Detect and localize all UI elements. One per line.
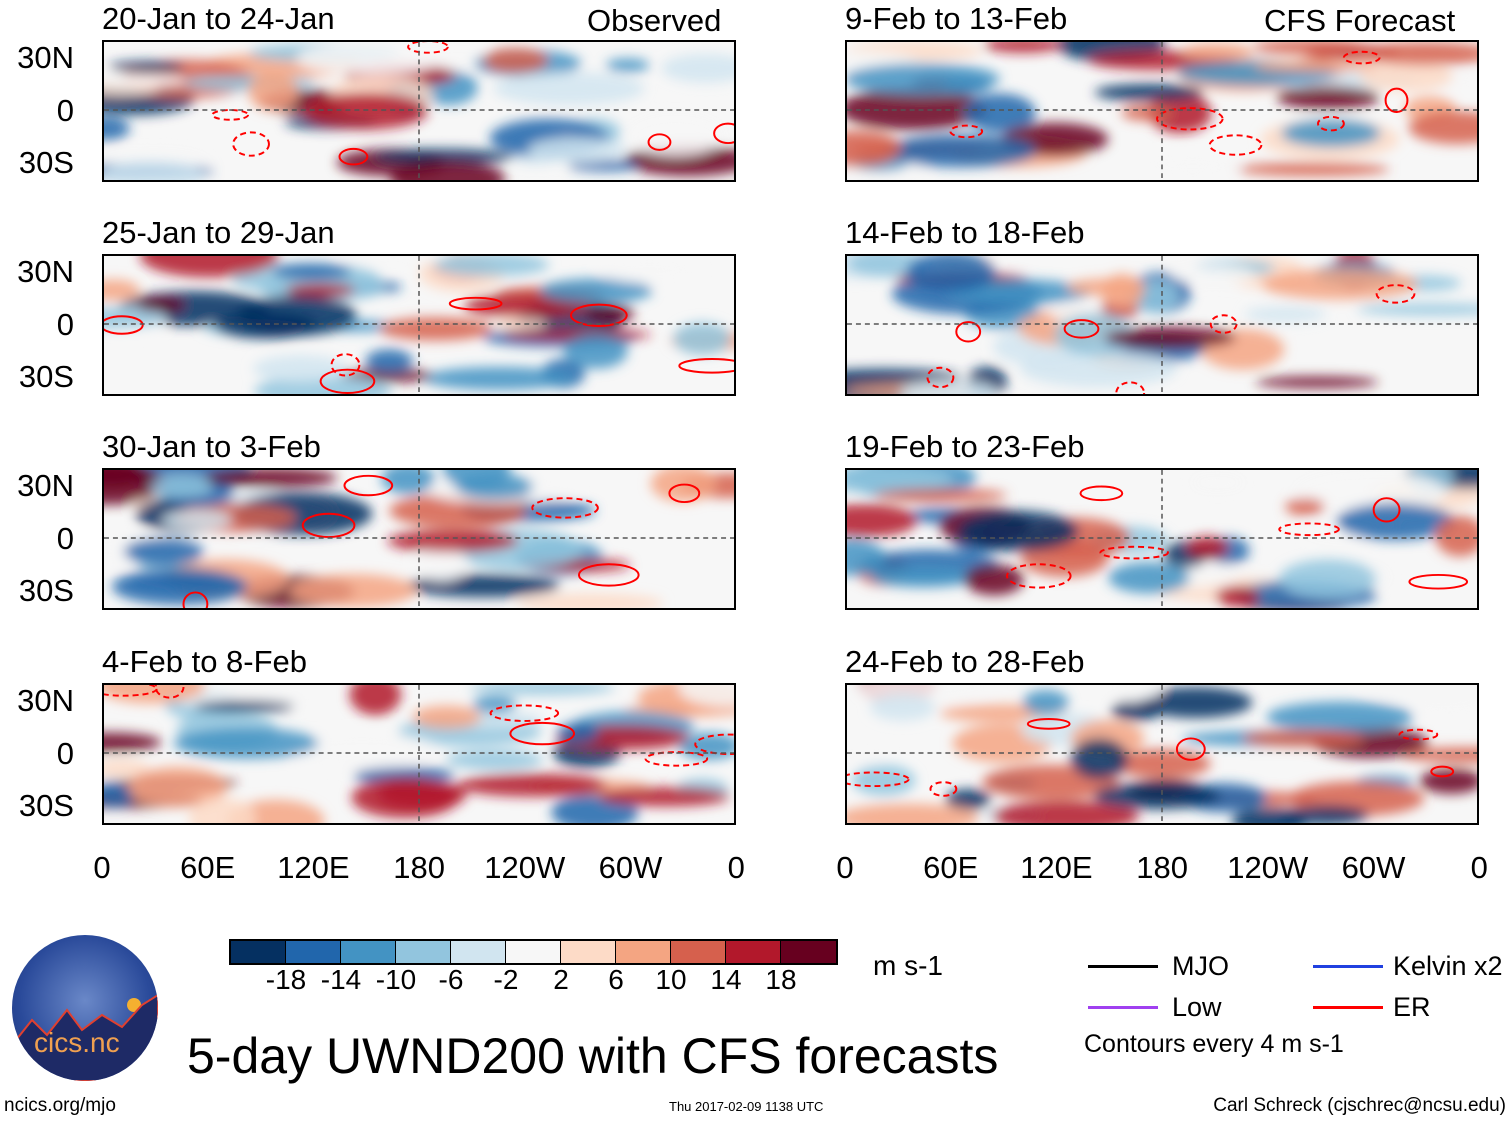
map-panel-forecast xyxy=(845,40,1479,182)
observed-label: Observed xyxy=(587,3,722,38)
lon-label-observed: 60E xyxy=(180,850,236,885)
colorbar-swatch xyxy=(451,941,506,963)
legend-label-kelvin: Kelvin x2 xyxy=(1393,951,1503,981)
legend-label-er: ER xyxy=(1393,992,1431,1022)
map-panel-observed xyxy=(102,683,736,825)
lon-label-observed: 0 xyxy=(93,850,111,885)
forecast-label: CFS Forecast xyxy=(1264,3,1456,38)
panel-title-forecast: 14-Feb to 18-Feb xyxy=(845,215,1085,250)
panel-title-observed: 25-Jan to 29-Jan xyxy=(102,215,335,250)
colorbar-swatch xyxy=(671,941,726,963)
figure-title: 5-day UWND200 with CFS forecasts xyxy=(187,1028,999,1084)
map-panel-forecast xyxy=(845,683,1479,825)
colorbar-label: 2 xyxy=(553,964,569,995)
lon-label-forecast: 60W xyxy=(1341,850,1406,885)
colorbar-swatch xyxy=(726,941,781,963)
panel-title-observed: 30-Jan to 3-Feb xyxy=(102,429,321,464)
footer-author: Carl Schreck (cjschrec@ncsu.edu) xyxy=(1213,1095,1506,1116)
colorbar xyxy=(229,939,838,965)
colorbar-swatch xyxy=(286,941,341,963)
colorbar-swatch xyxy=(341,941,396,963)
colorbar-label: -10 xyxy=(375,964,417,995)
colorbar-swatch xyxy=(561,941,616,963)
colorbar-units: m s-1 xyxy=(873,950,943,981)
panel-title-observed: 20-Jan to 24-Jan xyxy=(102,1,335,36)
colorbar-label: 18 xyxy=(765,964,797,995)
panel-title-observed: 4-Feb to 8-Feb xyxy=(102,644,308,679)
colorbar-label: -6 xyxy=(438,964,464,995)
cics-logo: cics.nc xyxy=(12,935,158,1081)
colorbar-label: -18 xyxy=(265,964,307,995)
footer-timestamp: Thu 2017-02-09 1138 UTC xyxy=(669,1099,824,1114)
logo-text: cics.nc xyxy=(34,1027,120,1058)
panel-title-forecast: 19-Feb to 23-Feb xyxy=(845,429,1085,464)
lon-label-forecast: 0 xyxy=(1470,850,1488,885)
lat-label: 0 xyxy=(56,521,74,556)
map-panel-observed xyxy=(102,468,736,610)
colorbar-swatch xyxy=(396,941,451,963)
lon-label-observed: 60W xyxy=(598,850,663,885)
map-panel-observed xyxy=(102,254,736,396)
colorbar-swatch xyxy=(231,941,286,963)
colorbar-label: -2 xyxy=(493,964,519,995)
lon-label-forecast: 120E xyxy=(1020,850,1093,885)
lat-label: 0 xyxy=(56,736,74,771)
map-panel-forecast xyxy=(845,254,1479,396)
lat-label: 0 xyxy=(56,307,74,342)
legend-line-er xyxy=(1313,1006,1383,1009)
colorbar-label: 6 xyxy=(608,964,624,995)
colorbar-swatch xyxy=(616,941,671,963)
map-panel-forecast xyxy=(845,468,1479,610)
legend-line-kelvin xyxy=(1313,965,1383,968)
lat-label: 30N xyxy=(17,254,74,289)
lon-label-forecast: 120W xyxy=(1227,850,1309,885)
legend-label-mjo: MJO xyxy=(1172,951,1229,981)
lat-label: 30N xyxy=(17,683,74,718)
lat-label: 30S xyxy=(18,359,74,394)
legend-label-low: Low xyxy=(1172,992,1222,1022)
colorbar-swatch xyxy=(506,941,561,963)
legend-line-low xyxy=(1088,1006,1158,1009)
lon-label-forecast: 180 xyxy=(1136,850,1188,885)
lon-label-observed: 0 xyxy=(727,850,745,885)
lon-label-forecast: 0 xyxy=(836,850,854,885)
map-panel-observed xyxy=(102,40,736,182)
footer-url: ncics.org/mjo xyxy=(4,1095,116,1116)
colorbar-label: -14 xyxy=(320,964,362,995)
lon-label-forecast: 60E xyxy=(923,850,979,885)
colorbar-label: 14 xyxy=(710,964,742,995)
panel-title-forecast: 9-Feb to 13-Feb xyxy=(845,1,1068,36)
panel-title-forecast: 24-Feb to 28-Feb xyxy=(845,644,1085,679)
lon-label-observed: 180 xyxy=(393,850,445,885)
lat-label: 30S xyxy=(18,788,74,823)
lat-label: 30S xyxy=(18,573,74,608)
lat-label: 0 xyxy=(56,93,74,128)
lat-label: 30N xyxy=(17,468,74,503)
lat-label: 30S xyxy=(18,145,74,180)
colorbar-swatch xyxy=(781,941,836,963)
lon-label-observed: 120E xyxy=(277,850,350,885)
lat-label: 30N xyxy=(17,40,74,75)
lon-label-observed: 120W xyxy=(484,850,566,885)
colorbar-label: 10 xyxy=(655,964,687,995)
legend-line-mjo xyxy=(1088,965,1158,968)
legend-note: Contours every 4 m s-1 xyxy=(1084,1030,1344,1058)
